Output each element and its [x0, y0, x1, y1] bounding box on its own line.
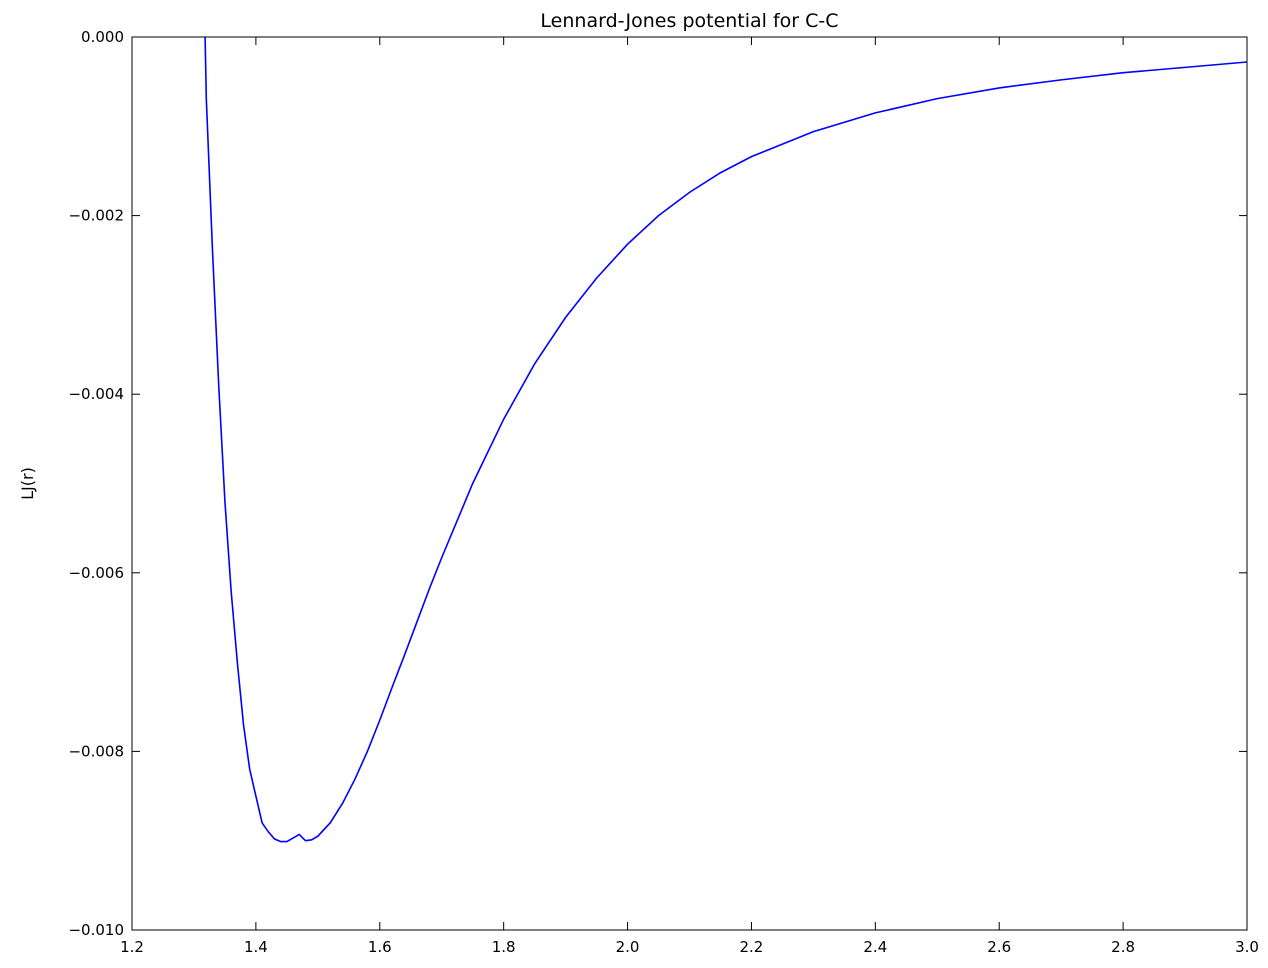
plot-frame	[131, 36, 1248, 931]
x-tick-label-9: 3.0	[1235, 938, 1259, 956]
x-tick-label-3: 1.8	[492, 938, 516, 956]
x-tick-label-4: 2.0	[616, 938, 640, 956]
x-tick-label-0: 1.2	[120, 938, 144, 956]
x-tick-label-2: 1.6	[368, 938, 392, 956]
y-tick-label-4: −0.008	[68, 742, 124, 760]
plot-area: 1.2 1.4 1.6 1.8 2.0 2.2 2.4 2.6 2.8 3.0 0.000 −0.00…	[68, 28, 1258, 956]
x-tick-label-7: 2.6	[987, 938, 1011, 956]
x-tick-label-1: 1.4	[244, 938, 268, 956]
x-tick-label-8: 2.8	[1111, 938, 1135, 956]
series-line-0	[204, 37, 1247, 843]
y-tick-label-0: 0.000	[81, 28, 124, 46]
y-tick-label-5: −0.010	[68, 921, 124, 939]
x-tick-label-5: 2.2	[740, 938, 764, 956]
y-tick-label-3: −0.006	[68, 564, 124, 582]
y-tick-label-2: −0.004	[68, 385, 124, 403]
x-tick-label-6: 2.4	[863, 938, 887, 956]
y-tick-label-1: −0.002	[68, 207, 124, 225]
y-axis-label: LJ(r)	[18, 467, 37, 500]
chart-title: Lennard-Jones potential for C-C	[540, 10, 838, 32]
